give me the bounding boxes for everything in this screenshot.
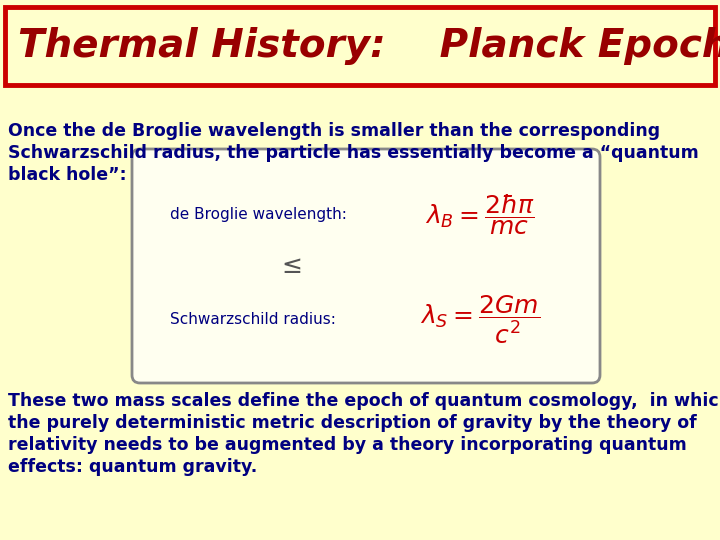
Text: Thermal History:    Planck Epoch: Thermal History: Planck Epoch — [18, 27, 720, 65]
Text: the purely deterministic metric description of gravity by the theory of: the purely deterministic metric descript… — [8, 414, 697, 432]
Text: Schwarzschild radius:: Schwarzschild radius: — [170, 313, 336, 327]
Text: black hole”:: black hole”: — [8, 166, 127, 184]
Text: $\lambda_S = \dfrac{2Gm}{c^2}$: $\lambda_S = \dfrac{2Gm}{c^2}$ — [420, 294, 540, 346]
Text: $\lambda_B = \dfrac{2\hbar\pi}{mc}$: $\lambda_B = \dfrac{2\hbar\pi}{mc}$ — [425, 193, 535, 238]
Text: effects: quantum gravity.: effects: quantum gravity. — [8, 458, 257, 476]
Text: $\leq$: $\leq$ — [277, 254, 302, 278]
Text: Schwarzschild radius, the particle has essentially become a “quantum: Schwarzschild radius, the particle has e… — [8, 144, 698, 162]
Text: Once the de Broglie wavelength is smaller than the corresponding: Once the de Broglie wavelength is smalle… — [8, 122, 660, 140]
FancyBboxPatch shape — [132, 149, 600, 383]
Text: relativity needs to be augmented by a theory incorporating quantum: relativity needs to be augmented by a th… — [8, 436, 687, 454]
Text: de Broglie wavelength:: de Broglie wavelength: — [170, 207, 347, 222]
Text: These two mass scales define the epoch of quantum cosmology,  in which: These two mass scales define the epoch o… — [8, 392, 720, 410]
FancyBboxPatch shape — [5, 7, 715, 85]
